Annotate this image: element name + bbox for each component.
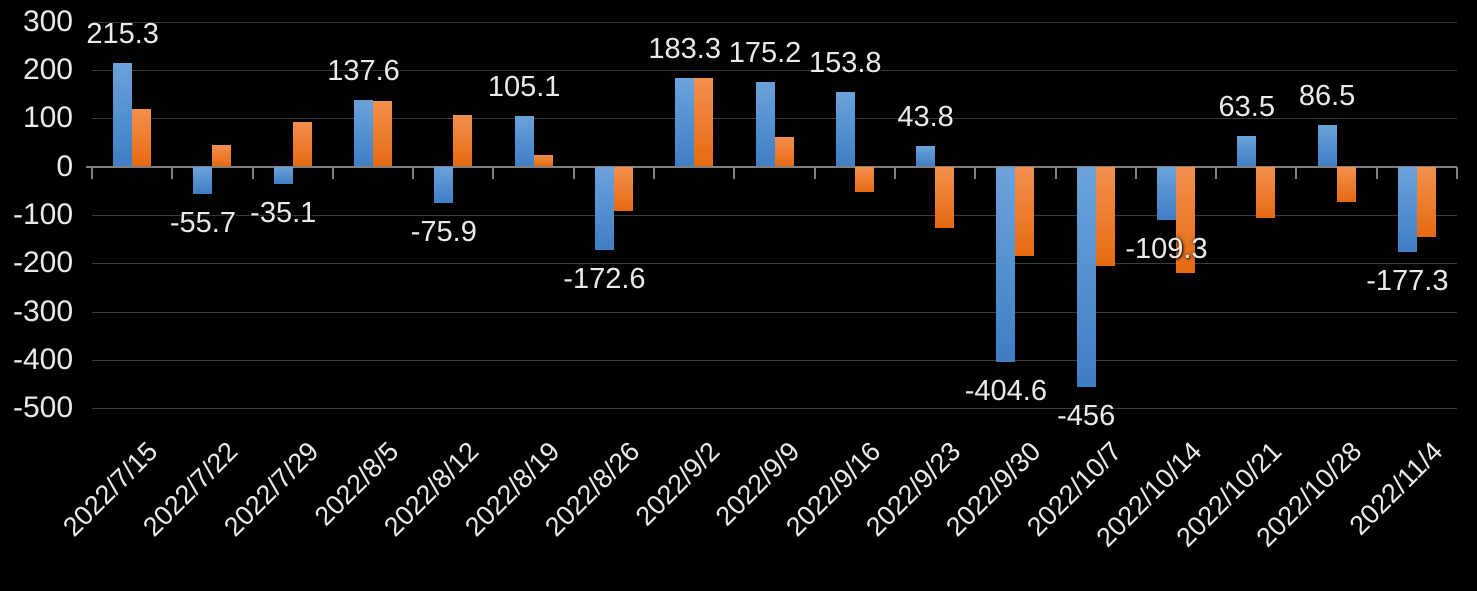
y-gridline — [92, 360, 1457, 362]
bar-orange — [1336, 167, 1356, 202]
x-axis-line — [86, 166, 1457, 168]
bar-orange — [453, 114, 473, 166]
bar-orange — [774, 137, 794, 166]
bar-orange — [1175, 167, 1195, 274]
bar-blue — [113, 62, 133, 166]
data-label: 183.3 — [648, 33, 721, 66]
bar-blue — [1317, 124, 1337, 166]
y-axis-label: 200 — [22, 53, 73, 86]
data-label: -55.7 — [169, 206, 236, 239]
axis-tick — [331, 167, 334, 179]
bar-orange — [212, 144, 232, 166]
data-label: 86.5 — [1298, 79, 1356, 112]
axis-tick — [572, 167, 575, 179]
data-label: -456 — [1057, 400, 1116, 433]
bar-blue — [514, 115, 534, 166]
bar-orange — [694, 77, 714, 166]
axis-tick — [1375, 167, 1378, 179]
axis-tick — [974, 167, 977, 179]
y-gridline — [92, 311, 1457, 313]
data-label: -75.9 — [410, 216, 477, 249]
y-axis-label: -200 — [12, 246, 73, 280]
data-label: 63.5 — [1218, 91, 1275, 123]
bar-blue — [594, 167, 614, 251]
bar-blue — [1076, 167, 1096, 388]
axis-tick — [1456, 167, 1458, 179]
bar-orange — [613, 167, 633, 211]
data-label: -172.6 — [563, 263, 646, 296]
bar-orange — [1416, 167, 1436, 237]
axis-tick — [893, 167, 896, 179]
data-label: -109.3 — [1125, 232, 1208, 265]
axis-tick — [91, 167, 93, 179]
bar-blue — [675, 78, 695, 166]
data-label: 105.1 — [487, 70, 561, 103]
x-axis-label: 2022/9/2 — [629, 436, 726, 532]
bar-blue — [434, 167, 454, 204]
axis-tick — [813, 167, 816, 179]
y-axis-label: -100 — [12, 198, 73, 232]
data-label: -404.6 — [964, 375, 1047, 408]
bar-blue — [1237, 135, 1257, 166]
axis-tick — [171, 167, 174, 179]
data-label: 153.8 — [808, 47, 882, 80]
bar-blue — [755, 81, 775, 166]
y-gridline — [92, 215, 1457, 217]
axis-tick — [1295, 167, 1298, 179]
data-label: 137.6 — [327, 55, 400, 88]
bar-blue — [835, 92, 855, 166]
y-gridline — [92, 118, 1457, 120]
axis-tick — [1054, 167, 1057, 179]
y-axis-label: -300 — [12, 294, 73, 328]
y-gridline — [92, 408, 1457, 410]
bar-blue — [1156, 167, 1176, 220]
bar-blue — [996, 167, 1016, 363]
data-label: 175.2 — [728, 37, 802, 69]
bar-blue — [193, 167, 213, 194]
bar-blue — [354, 100, 374, 166]
y-axis-label: 300 — [22, 4, 73, 38]
bar-blue — [273, 167, 293, 184]
axis-tick — [653, 167, 656, 179]
y-gridline — [92, 21, 1457, 23]
bar-orange — [373, 100, 393, 166]
axis-tick — [733, 167, 736, 179]
data-label: -35.1 — [250, 196, 317, 229]
axis-tick — [251, 167, 254, 179]
bar-orange — [1095, 167, 1115, 266]
axis-tick — [1134, 167, 1137, 179]
y-gridline — [92, 263, 1457, 265]
bar-orange — [854, 167, 874, 193]
data-label: 215.3 — [86, 17, 159, 50]
y-gridline — [92, 70, 1457, 71]
bar-blue — [1397, 167, 1417, 253]
y-axis-label: -500 — [12, 391, 73, 425]
bar-blue — [916, 145, 936, 166]
axis-tick — [1215, 167, 1218, 179]
bar-orange — [292, 122, 312, 166]
y-axis-label: 100 — [22, 101, 73, 135]
axis-tick — [412, 167, 415, 179]
bar-orange — [132, 109, 152, 166]
data-label: 43.8 — [897, 100, 954, 133]
data-label: -177.3 — [1366, 265, 1449, 298]
axis-tick — [492, 167, 495, 179]
y-axis-label: -400 — [12, 343, 73, 377]
bar-orange — [1256, 167, 1276, 219]
bar-orange — [1015, 167, 1035, 257]
y-axis-label: 0 — [56, 149, 73, 183]
bar-orange — [533, 154, 553, 166]
bar-orange — [935, 167, 955, 229]
